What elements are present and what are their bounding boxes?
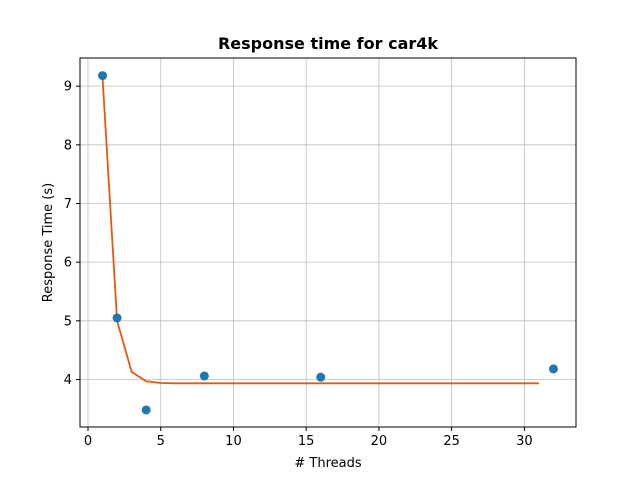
x-tick-label: 5 (157, 434, 165, 449)
data-point (199, 371, 209, 381)
y-tick-label: 7 (64, 197, 72, 212)
x-tick-label: 25 (443, 434, 460, 449)
y-tick-label: 9 (64, 80, 72, 95)
y-tick-label: 8 (64, 138, 72, 153)
fit-line (101, 77, 539, 385)
x-tick-label: 10 (225, 434, 242, 449)
chart-title: Response time for car4k (218, 34, 438, 53)
plot-area-frame (79, 57, 577, 428)
data-point (316, 372, 326, 382)
y-axis: 4 5 6 7 8 9 (64, 80, 80, 388)
x-axis-label: # Threads (294, 456, 361, 471)
x-axis: 0 5 10 15 20 25 30 (84, 427, 533, 449)
data-point (112, 313, 122, 323)
x-tick-label: 15 (298, 434, 315, 449)
y-tick-label: 6 (64, 256, 72, 271)
y-tick-label: 4 (64, 373, 72, 388)
x-tick-label: 20 (371, 434, 388, 449)
data-point (98, 71, 108, 81)
data-point (548, 364, 558, 374)
grid (80, 58, 576, 427)
x-tick-label: 0 (84, 434, 92, 449)
y-axis-label: Response Time (s) (41, 183, 56, 302)
fit-line-layer (101, 77, 539, 385)
y-tick-label: 5 (64, 314, 72, 329)
data-point (141, 405, 151, 415)
x-tick-label: 30 (516, 434, 533, 449)
data-points (98, 71, 558, 415)
